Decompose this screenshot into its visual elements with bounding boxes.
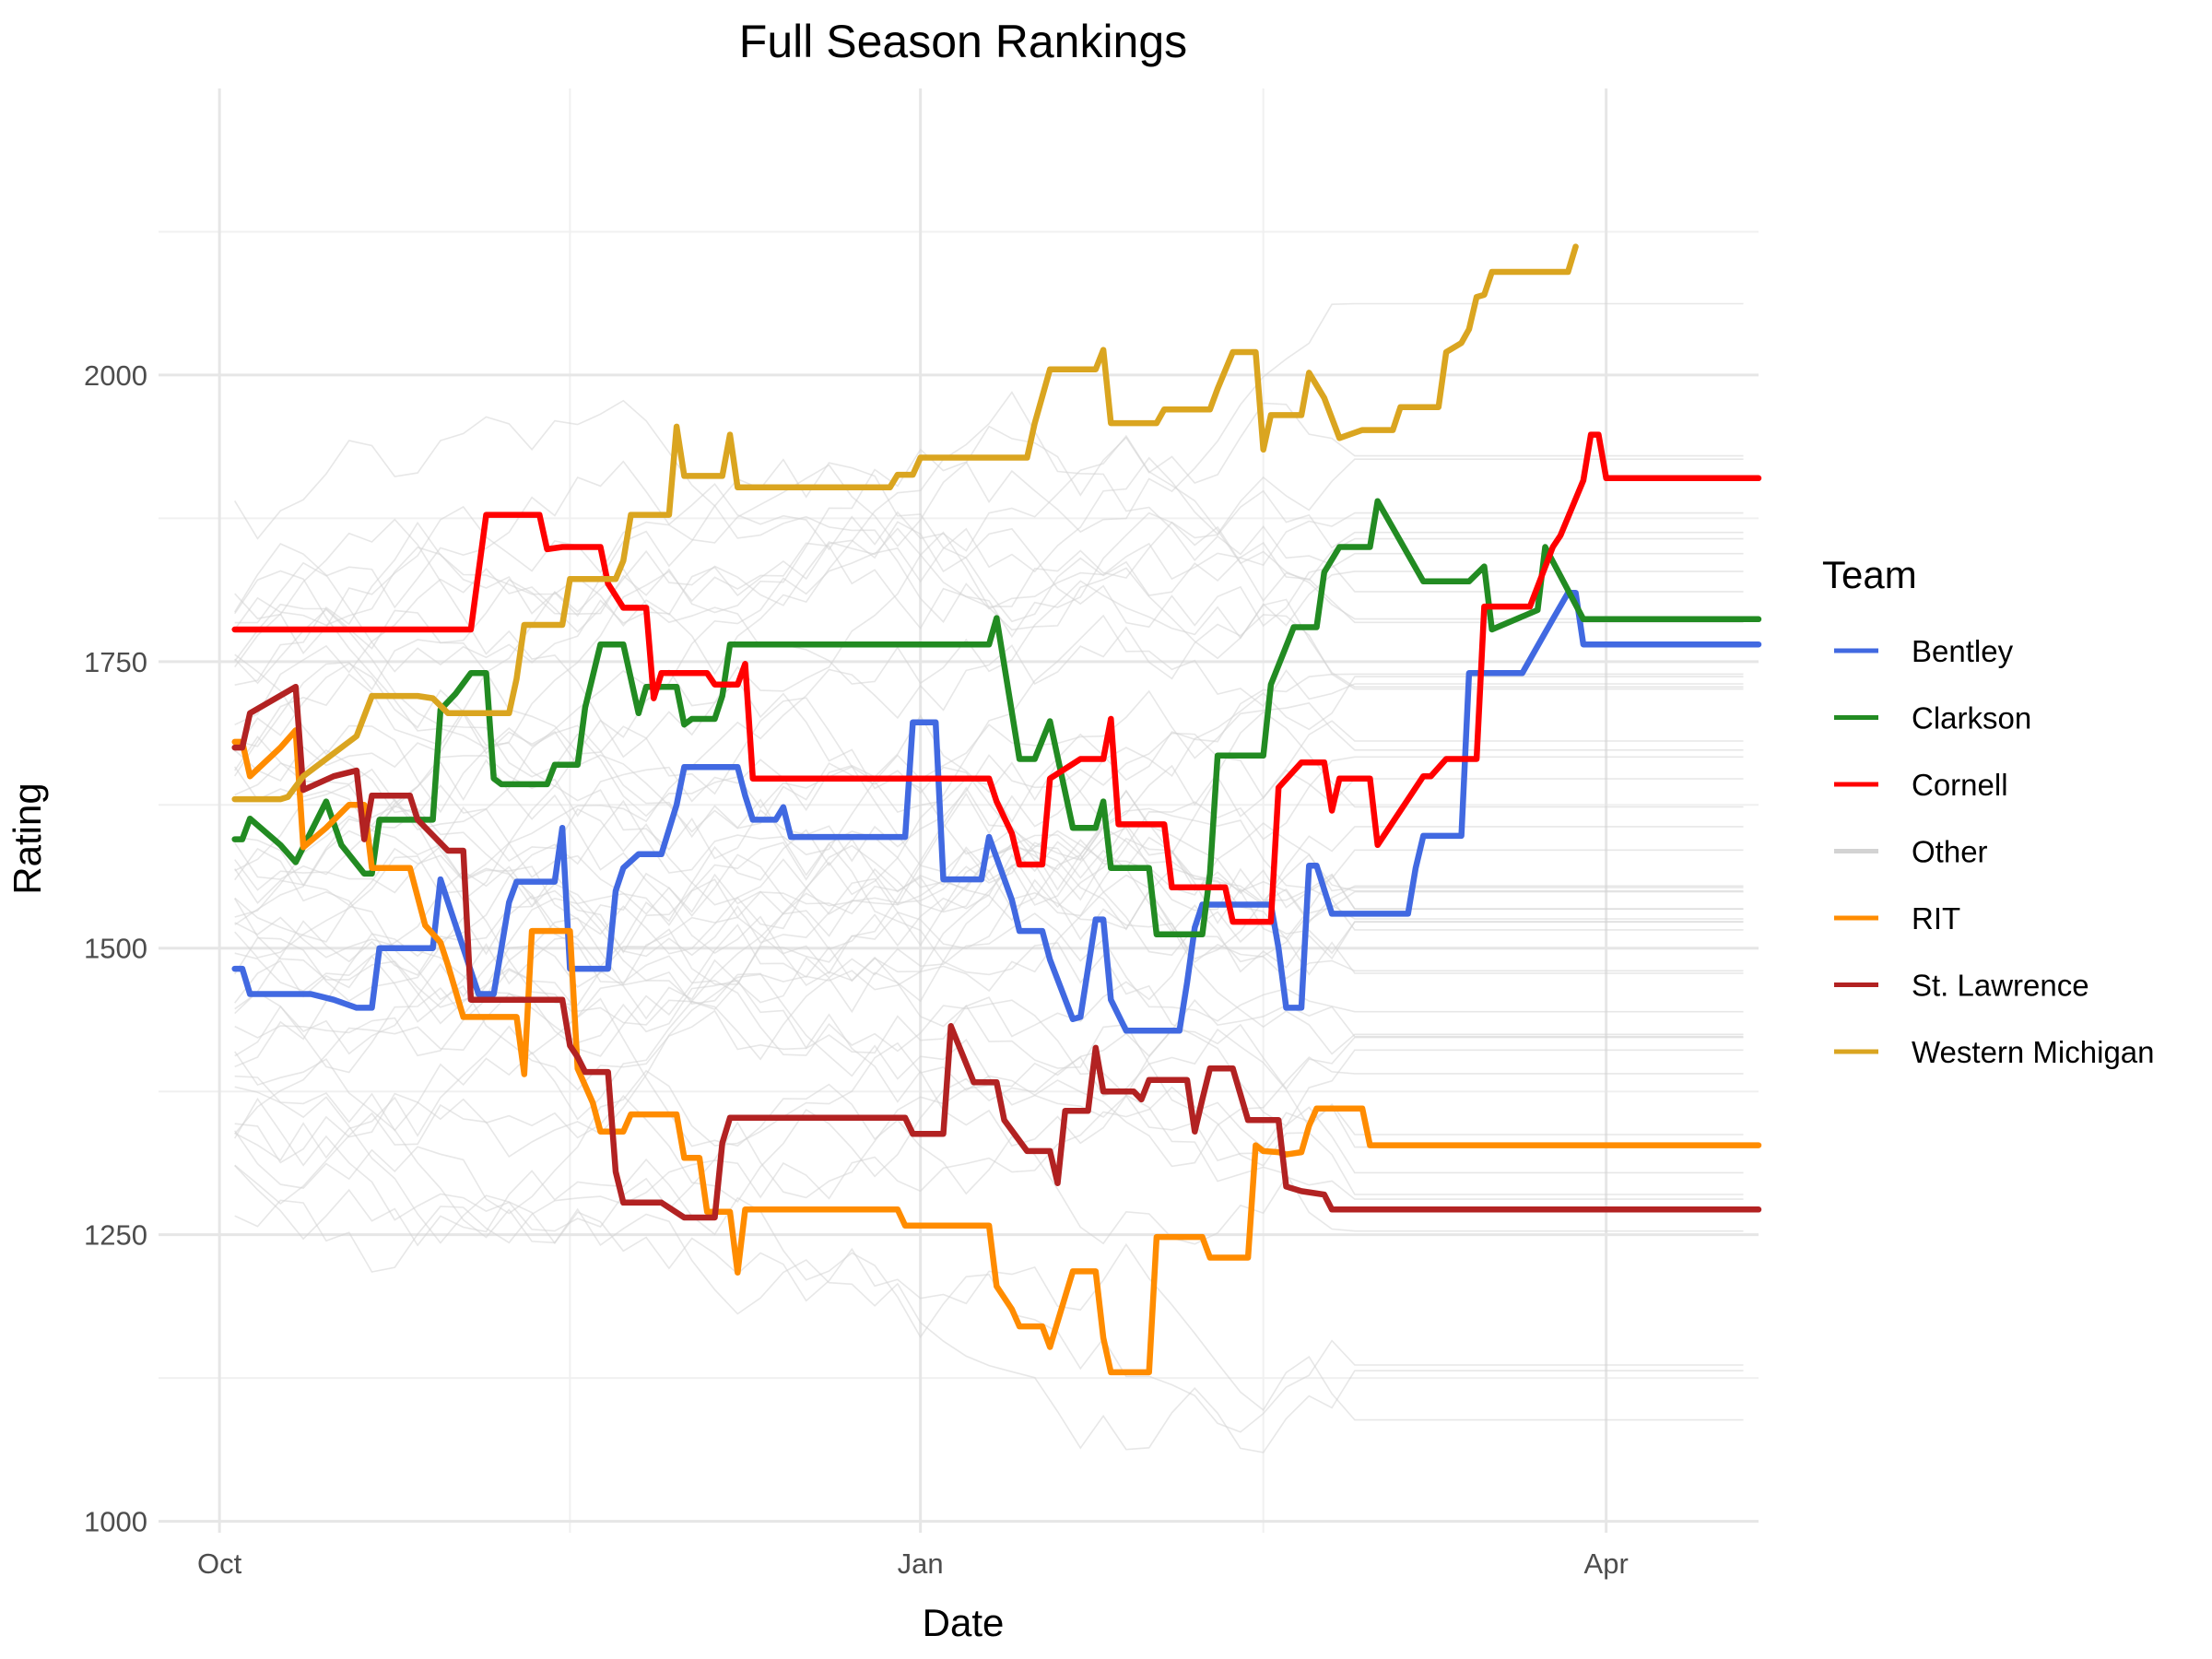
y-tick-label: 1750 [84,646,147,678]
team-series-lines [231,243,1762,1376]
legend-label: Clarkson [1912,701,2031,735]
series-line-other [234,1086,1744,1273]
series-line-other [234,521,1744,686]
x-tick-label: Oct [197,1547,242,1580]
legend-label: Other [1912,835,1988,869]
series-line-st-lawrence [231,683,1762,1221]
y-tick-label: 2000 [84,359,147,392]
series-line-other [234,855,1744,1245]
series-line-other [234,749,1744,1118]
series-line-western-michigan [231,243,1579,803]
series-line-other [234,302,1744,662]
series-line-other [234,874,1744,1206]
y-tick-label: 1000 [84,1506,147,1538]
legend-label: RIT [1912,901,1960,935]
x-axis-title: Date [923,1601,1005,1644]
series-line-other [234,789,1744,1057]
series-line-other [234,826,1744,1023]
series-line-cornell [231,431,1762,925]
legend-label: Western Michigan [1912,1035,2155,1069]
x-axis-ticks: Oct Jan Apr [197,1547,1629,1580]
series-line-other [234,391,1744,676]
legend: Team Bentley Clarkson Cornell Other RIT St. L… [1822,553,2155,1069]
legend-label: Bentley [1912,634,2014,668]
x-tick-label: Jan [898,1547,944,1580]
series-line-other [234,841,1744,1127]
series-line-other [234,1051,1744,1453]
x-tick-label: Apr [1584,1547,1629,1580]
series-line-other [234,614,1744,918]
series-line-other [234,890,1744,1091]
series-line-other [234,998,1744,1232]
series-line-other [234,714,1744,926]
series-line-other [234,531,1744,872]
series-line-other [234,1158,1744,1433]
y-tick-label: 1250 [84,1219,147,1252]
legend-label: Cornell [1912,768,2008,802]
y-tick-label: 1500 [84,933,147,965]
series-line-other [234,504,1744,630]
series-line-other [234,844,1744,968]
legend-label: St. Lawrence [1912,969,2089,1003]
series-line-other [234,570,1744,877]
series-line-other [234,756,1744,950]
chart-title: Full Season Rankings [739,16,1187,67]
series-line-other [234,662,1744,906]
series-line-other [234,712,1744,924]
series-line-clarkson [231,498,1762,938]
series-line-other [234,689,1744,1015]
series-line-rit [231,727,1762,1376]
legend-title: Team [1822,553,1917,596]
series-line-other [234,841,1744,1074]
series-line-other [234,823,1744,1132]
series-line-other [234,518,1744,931]
y-axis-title: Rating [6,782,49,894]
series-line-other [234,894,1744,1232]
y-axis-ticks: 1000 1250 1500 1750 2000 [84,359,147,1538]
series-line-other [234,1086,1744,1421]
